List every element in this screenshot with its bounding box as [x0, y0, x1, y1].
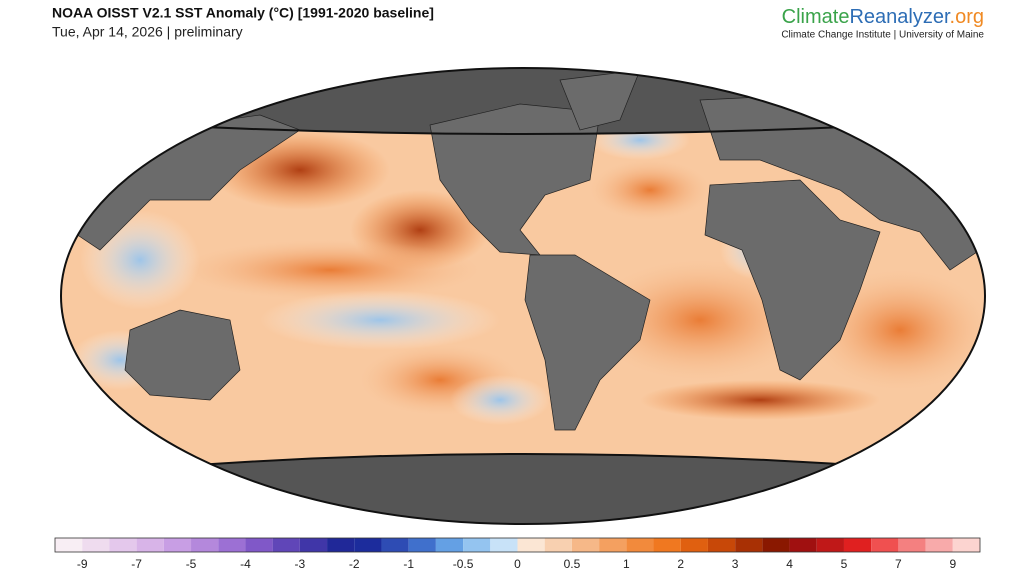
colorbar-box	[517, 538, 545, 552]
colorbar-frame	[54, 537, 981, 553]
brand: ClimateReanalyzer.org	[782, 6, 984, 28]
colorbar-tick-label: 1	[623, 557, 630, 571]
colorbar-box	[55, 538, 83, 552]
colorbar-box	[381, 538, 409, 552]
colorbar-box	[680, 538, 708, 552]
colorbar-tick-label: -0.5	[453, 557, 474, 571]
colorbar: -9 -7 -5 -4 -3 -2 -1 -0.5 0 0.5 1 2 3 4 5 7 9	[54, 537, 981, 571]
subtitle: Tue, Apr 14, 2026 | preliminary	[52, 24, 243, 40]
colorbar-tick-label: -7	[131, 557, 142, 571]
colorbar-box	[191, 538, 219, 552]
colorbar-box	[599, 538, 627, 552]
colorbar-box	[653, 538, 681, 552]
brand-part: Climate	[782, 6, 850, 28]
colorbar-box	[571, 538, 600, 552]
colorbar-box	[245, 538, 273, 552]
colorbar-box	[327, 538, 355, 552]
brand-part: Reanalyzer	[849, 6, 951, 28]
colorbar-tick-label: -1	[403, 557, 414, 571]
colorbar-box	[109, 538, 137, 552]
brand-part: .org	[950, 6, 984, 28]
colorbar-box	[272, 538, 300, 552]
colorbar-box	[735, 538, 763, 552]
title: NOAA OISST V2.1 SST Anomaly (°C) [1991-2…	[52, 5, 434, 21]
colorbar-box	[218, 538, 246, 552]
colorbar-box	[843, 538, 872, 552]
colorbar-box	[435, 538, 464, 552]
colorbar-box	[626, 538, 654, 552]
map	[61, 68, 985, 524]
colorbar-tick-label: -2	[349, 557, 360, 571]
colorbar-tick-label: 9	[949, 557, 956, 571]
colorbar-tick-label: 5	[841, 557, 848, 571]
colorbar-box	[490, 538, 518, 552]
colorbar-box	[299, 538, 328, 552]
colorbar-tick-label: -5	[186, 557, 197, 571]
colorbar-tick-label: 7	[895, 557, 902, 571]
colorbar-box	[762, 538, 790, 552]
colorbar-box	[82, 538, 110, 552]
colorbar-box	[952, 538, 980, 552]
colorbar-box	[898, 538, 926, 552]
colorbar-tick-label: -9	[77, 557, 88, 571]
colorbar-box	[136, 538, 164, 552]
colorbar-box	[816, 538, 844, 552]
tagline: Climate Change Institute | University of…	[781, 30, 984, 41]
colorbar-box	[463, 538, 491, 552]
colorbar-tick-label: 2	[677, 557, 684, 571]
colorbar-box	[408, 538, 436, 552]
colorbar-tick-label: -3	[295, 557, 306, 571]
colorbar-tick-label: 0	[514, 557, 521, 571]
colorbar-tick-label: 0.5	[564, 557, 581, 571]
colorbar-box	[925, 538, 953, 552]
colorbar-box	[871, 538, 899, 552]
colorbar-tick-label: 4	[786, 557, 793, 571]
colorbar-tick-label: 3	[732, 557, 739, 571]
colorbar-box	[354, 538, 382, 552]
colorbar-tick-label: -4	[240, 557, 251, 571]
colorbar-box	[544, 538, 572, 552]
colorbar-box	[789, 538, 817, 552]
colorbar-box	[707, 538, 736, 552]
colorbar-box	[163, 538, 192, 552]
